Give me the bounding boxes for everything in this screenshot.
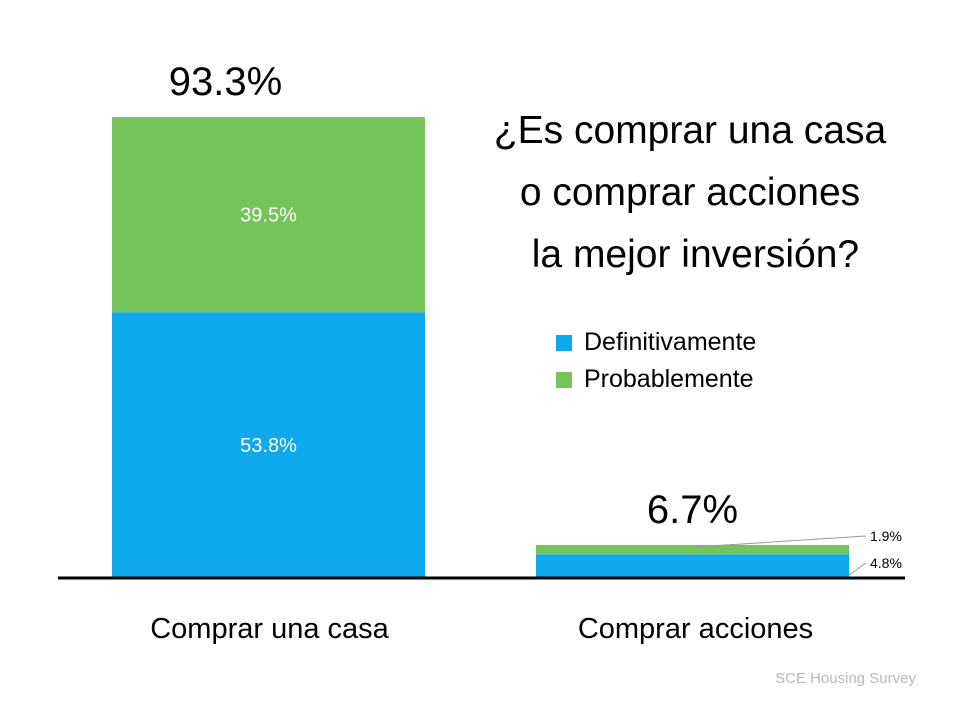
legend-item-probablemente: Probablemente [556, 361, 756, 398]
title-line-1: ¿Es comprar una casa [493, 109, 887, 152]
legend-label: Definitivamente [584, 328, 757, 356]
leader-line [848, 562, 867, 576]
legend: Definitivamente Probablemente [556, 324, 756, 398]
data-label: 39.5% [240, 205, 297, 227]
bar-segment-definitivamente [536, 554, 849, 578]
legend-swatch [556, 334, 572, 351]
title-line-3: la mejor inversión? [520, 233, 860, 276]
category-label: Comprar acciones [578, 613, 813, 645]
leader-line [695, 535, 867, 548]
category-label: Comprar una casa [150, 613, 389, 645]
chart-title: ¿Es comprar una casa o comprar acciones … [440, 100, 940, 286]
title-line-2: o comprar acciones [519, 171, 861, 214]
total-label: 6.7% [647, 488, 738, 532]
bar-segment-probablemente [536, 544, 849, 555]
source-note: SCE Housing Survey [775, 670, 916, 687]
total-label: 93.3% [169, 60, 282, 104]
data-label: 1.9% [870, 528, 902, 544]
data-label: 4.8% [870, 555, 902, 571]
bar-segment-definitivamente [112, 312, 425, 578]
legend-label: Probablemente [584, 365, 754, 393]
bar-segment-probablemente [112, 117, 425, 313]
data-label: 53.8% [240, 435, 297, 457]
legend-swatch [556, 371, 572, 388]
legend-item-definitivamente: Definitivamente [556, 324, 756, 361]
